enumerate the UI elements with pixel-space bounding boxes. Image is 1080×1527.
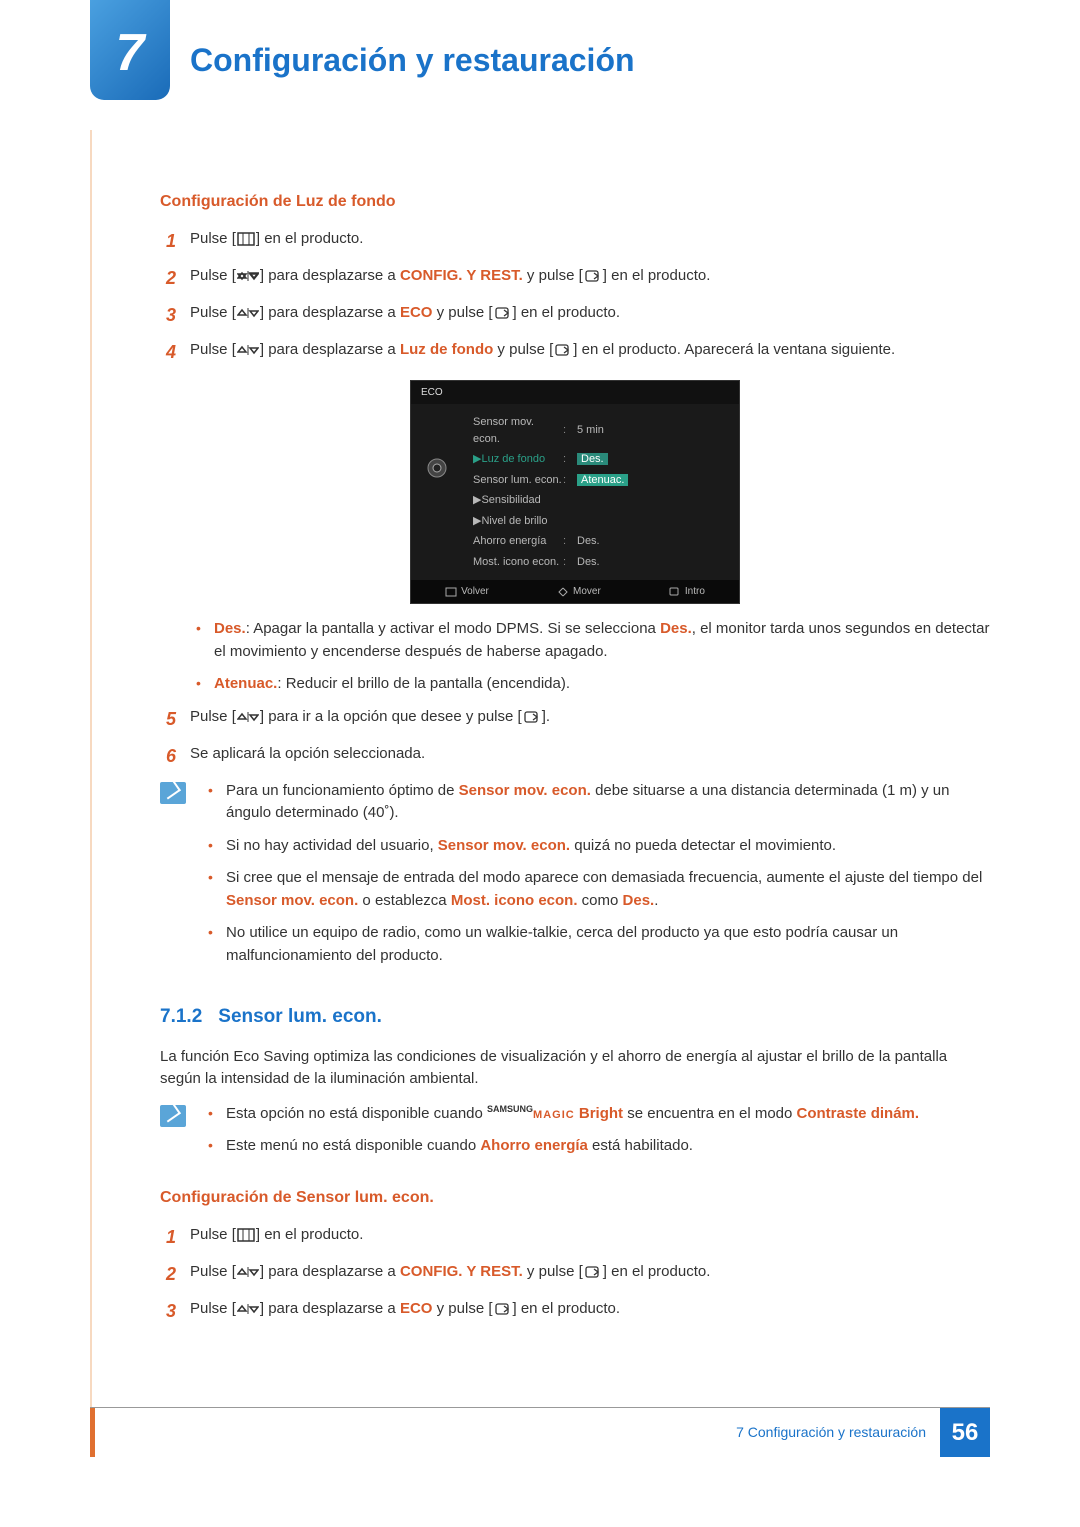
step-number: 5 [160, 706, 176, 733]
keyword: CONFIG. Y REST. [400, 267, 523, 284]
osd-footer: Volver Mover Intro [411, 580, 739, 603]
step-1: 1 Pulse [] en el producto. [160, 228, 990, 255]
updown-icon [237, 1265, 259, 1279]
note-block-2: Esta opción no está disponible cuando SA… [160, 1103, 990, 1168]
step-2: 2 Pulse [] para desplazarse a CONFIG. Y … [160, 265, 990, 292]
menu-icon [237, 232, 255, 246]
chapter-title: Configuración y restauración [190, 0, 635, 84]
step-number: 2 [160, 265, 176, 292]
page: 7 Configuración y restauración Configura… [0, 0, 1080, 1457]
osd-row: ▶Sensibilidad [411, 490, 739, 511]
enter-icon [584, 1265, 602, 1279]
step-text: Pulse [] para ir a la opción que desee y… [190, 706, 990, 733]
section2-heading: 7.1.2 Sensor lum. econ. [160, 1003, 990, 1032]
osd-row: Sensor lum. econ.:Atenuac. [411, 470, 739, 491]
note-item: Si cree que el mensaje de entrada del mo… [204, 867, 990, 912]
note-list-2: Esta opción no está disponible cuando SA… [204, 1103, 919, 1168]
note-list: Para un funcionamiento óptimo de Sensor … [204, 780, 990, 978]
enter-icon [669, 587, 681, 597]
keyword: ECO [400, 1300, 433, 1317]
content-area: Configuración de Luz de fondo 1 Pulse []… [160, 190, 990, 1325]
magic-label: MAGIC [533, 1109, 575, 1121]
section-number: 7.1.2 [160, 1006, 202, 1027]
step-number: 4 [160, 339, 176, 366]
step-text: Pulse [] en el producto. [190, 228, 990, 255]
section1-title: Configuración de Luz de fondo [160, 190, 990, 214]
step-2: 2 Pulse [] para desplazarse a CONFIG. Y … [160, 1261, 990, 1288]
osd-title: ECO [411, 381, 739, 404]
menu-icon [237, 1228, 255, 1242]
option-bullets: Des.: Apagar la pantalla y activar el mo… [192, 618, 990, 696]
samsung-label: SAMSUNG [487, 1104, 533, 1114]
section1-steps-cont: 5 Pulse [] para ir a la opción que desee… [160, 706, 990, 770]
step-number: 3 [160, 302, 176, 329]
back-icon [445, 587, 457, 597]
osd-panel: ECO Sensor mov. econ.:5 min ▶Luz de fond… [410, 380, 740, 604]
updown-icon [237, 269, 259, 283]
osd-row: Most. icono econ.:Des. [411, 552, 739, 573]
osd-screenshot: ECO Sensor mov. econ.:5 min ▶Luz de fond… [160, 380, 990, 604]
updown-icon [237, 306, 259, 320]
move-icon [557, 587, 569, 597]
enter-icon [494, 1302, 512, 1316]
keyword: CONFIG. Y REST. [400, 1263, 523, 1280]
step-5: 5 Pulse [] para ir a la opción que desee… [160, 706, 990, 733]
page-footer: 7 Configuración y restauración 56 [90, 1407, 990, 1457]
osd-row: Ahorro energía:Des. [411, 531, 739, 552]
step-number: 1 [160, 1224, 176, 1251]
enter-icon [494, 306, 512, 320]
note-item: Si no hay actividad del usuario, Sensor … [204, 835, 990, 858]
section2-para: La función Eco Saving optimiza las condi… [160, 1046, 990, 1091]
step-text: Pulse [] para desplazarse a ECO y pulse … [190, 302, 990, 329]
note-icon [160, 782, 186, 804]
step-text: Pulse [] para desplazarse a ECO y pulse … [190, 1298, 990, 1325]
osd-row: Sensor mov. econ.:5 min [411, 412, 739, 449]
step-4: 4 Pulse [] para desplazarse a Luz de fon… [160, 339, 990, 366]
bullet-item: Des.: Apagar la pantalla y activar el mo… [192, 618, 990, 663]
enter-icon [523, 710, 541, 724]
step-text: Pulse [] para desplazarse a Luz de fondo… [190, 339, 990, 366]
osd-row-selected: ▶Luz de fondo:Des. [411, 449, 739, 470]
updown-icon [237, 1302, 259, 1316]
osd-row: ▶Nivel de brillo [411, 511, 739, 532]
step-3: 3 Pulse [] para desplazarse a ECO y puls… [160, 302, 990, 329]
section-title-text: Sensor lum. econ. [218, 1006, 382, 1027]
note-item: Este menú no está disponible cuando Ahor… [204, 1135, 919, 1158]
step-number: 2 [160, 1261, 176, 1288]
page-number: 56 [940, 1408, 990, 1457]
updown-icon [237, 710, 259, 724]
step-text: Se aplicará la opción seleccionada. [190, 743, 990, 770]
updown-icon [237, 343, 259, 357]
section2-steps: 1 Pulse [] en el producto. 2 Pulse [] pa… [160, 1224, 990, 1325]
note-item: Para un funcionamiento óptimo de Sensor … [204, 780, 990, 825]
section2-subtitle: Configuración de Sensor lum. econ. [160, 1186, 990, 1210]
step-1: 1 Pulse [] en el producto. [160, 1224, 990, 1251]
step-6: 6 Se aplicará la opción seleccionada. [160, 743, 990, 770]
chapter-badge: 7 [90, 0, 170, 100]
step-text: Pulse [] para desplazarse a CONFIG. Y RE… [190, 1261, 990, 1288]
enter-icon [554, 343, 572, 357]
step-number: 1 [160, 228, 176, 255]
chapter-header: 7 Configuración y restauración [90, 0, 990, 100]
enter-icon [584, 269, 602, 283]
step-text: Pulse [] en el producto. [190, 1224, 990, 1251]
left-accent-strip [90, 130, 92, 1407]
note-block: Para un funcionamiento óptimo de Sensor … [160, 780, 990, 978]
bullet-item: Atenuac.: Reducir el brillo de la pantal… [192, 673, 990, 696]
note-item: No utilice un equipo de radio, como un w… [204, 922, 990, 967]
step-number: 3 [160, 1298, 176, 1325]
footer-text: 7 Configuración y restauración [736, 1408, 940, 1457]
gear-icon [425, 456, 449, 480]
step-text: Pulse [] para desplazarse a CONFIG. Y RE… [190, 265, 990, 292]
section1-steps: 1 Pulse [] en el producto. 2 Pulse [] pa… [160, 228, 990, 366]
footer-accent [90, 1408, 95, 1457]
note-item: Esta opción no está disponible cuando SA… [204, 1103, 919, 1126]
step-number: 6 [160, 743, 176, 770]
keyword: ECO [400, 304, 433, 321]
step-3: 3 Pulse [] para desplazarse a ECO y puls… [160, 1298, 990, 1325]
keyword: Luz de fondo [400, 341, 493, 358]
note-icon [160, 1105, 186, 1127]
